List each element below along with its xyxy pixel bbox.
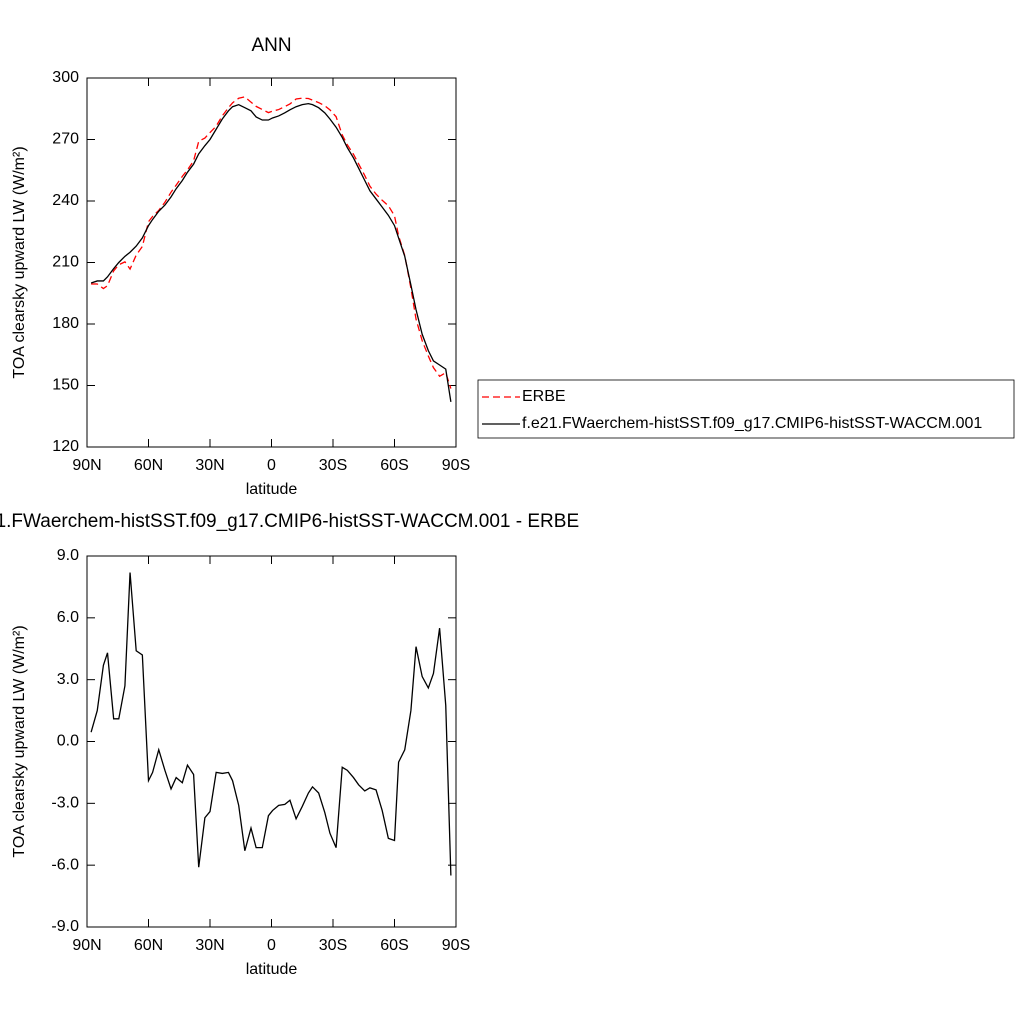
x-tick-label: 60S xyxy=(380,937,408,954)
x-tick-label: 60S xyxy=(380,457,408,474)
y-tick-label: 270 xyxy=(52,131,79,148)
plot-frame xyxy=(86,555,457,928)
y-tick-label: -6.0 xyxy=(51,856,79,873)
x-tick-label: 30N xyxy=(195,937,224,954)
x-tick-label: 30N xyxy=(195,457,224,474)
y-axis-label: TOA clearsky upward LW (W/m²) xyxy=(11,146,28,378)
legend-label: ERBE xyxy=(522,388,566,405)
chart-title: f.e21.FWaerchem-histSST.f09_g17.CMIP6-hi… xyxy=(0,511,579,532)
y-tick-label: 240 xyxy=(52,192,79,209)
legend-box xyxy=(477,379,1015,439)
y-tick-label: 210 xyxy=(52,254,79,271)
y-tick-label: 120 xyxy=(52,438,79,455)
plot-frame xyxy=(86,77,457,448)
x-tick-label: 90N xyxy=(72,457,101,474)
line-series xyxy=(91,96,452,389)
chart-title: ANN xyxy=(251,35,291,56)
x-axis-label: latitude xyxy=(246,481,298,498)
y-tick-label: 6.0 xyxy=(57,609,79,626)
x-axis-label: latitude xyxy=(246,961,298,978)
y-tick-label: 3.0 xyxy=(57,671,79,688)
x-tick-label: 60N xyxy=(134,457,163,474)
x-tick-label: 0 xyxy=(267,457,276,474)
x-tick-label: 90S xyxy=(442,457,470,474)
line-series xyxy=(90,102,452,403)
x-tick-label: 30S xyxy=(319,457,347,474)
y-tick-label: -3.0 xyxy=(51,795,79,812)
line-series xyxy=(90,572,452,876)
x-tick-label: 0 xyxy=(267,937,276,954)
y-tick-label: 300 xyxy=(52,69,79,86)
x-tick-label: 30S xyxy=(319,937,347,954)
y-tick-label: 150 xyxy=(52,377,79,394)
x-tick-label: 60N xyxy=(134,937,163,954)
y-tick-label: 180 xyxy=(52,315,79,332)
y-tick-label: -9.0 xyxy=(51,918,79,935)
y-tick-label: 9.0 xyxy=(57,547,79,564)
x-tick-label: 90N xyxy=(72,937,101,954)
x-tick-label: 90S xyxy=(442,937,470,954)
y-tick-label: 0.0 xyxy=(57,733,79,750)
y-axis-label: TOA clearsky upward LW (W/m²) xyxy=(11,625,28,857)
legend: ERBE f.e21.FWaerchem-histSST.f09_g17.CMIP… xyxy=(477,379,1015,439)
legend-label: f.e21.FWaerchem-histSST.f09_g17.CMIP6-hi… xyxy=(522,415,982,432)
